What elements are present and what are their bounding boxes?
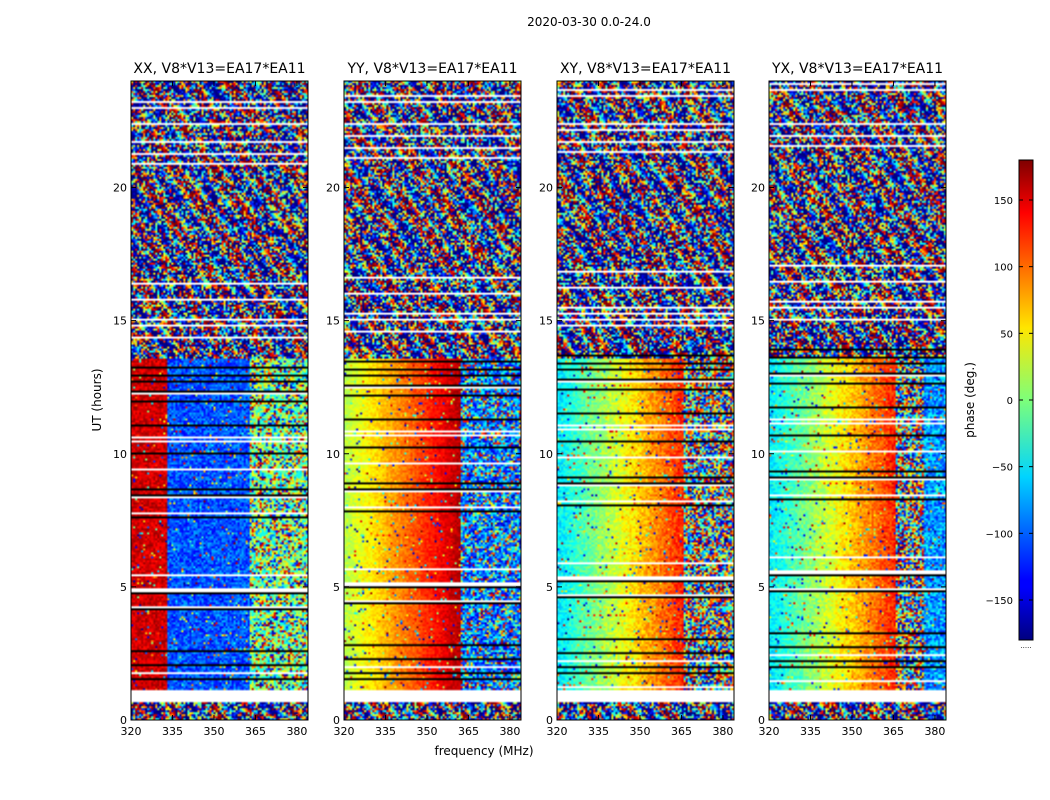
y-tick-label: 10 [751,448,765,461]
figure-suptitle: 2020-03-30 0.0-24.0 [527,15,651,29]
x-tick-label: 335 [800,725,821,738]
heatmap-yy [344,81,521,720]
x-tick-label: 320 [334,725,355,738]
x-tick-label: 335 [588,725,609,738]
y-tick-label: 5 [546,581,553,594]
y-tick-label: 10 [326,448,340,461]
axes-frame [343,80,522,721]
panel-yy: YY, V8*V13=EA17*EA11 320 335 350 365 380 0 5 10 1… [326,61,522,738]
y-tick-label: 20 [751,182,765,195]
colorbar-extra-label: ..... [1020,642,1031,650]
y-tick-label: 0 [120,714,127,727]
y-tick-label: 20 [326,182,340,195]
x-tick-label: 350 [416,725,437,738]
x-tick-label: 320 [759,725,780,738]
x-tick-label: 350 [841,725,862,738]
x-tick-label: 320 [121,725,142,738]
x-tick-label: 320 [547,725,568,738]
heatmap-xx [131,81,308,720]
colorbar-tick-label: 100 [994,263,1013,274]
y-tick-label: 0 [758,714,765,727]
y-tick-label: 5 [758,581,765,594]
x-tick-label: 365 [458,725,479,738]
colorbar-ticks: −150 −100 −50 0 50 100 150 [986,196,1033,607]
panel-xx: XX, V8*V13=EA17*EA11 320 335 350 365 380 0 5 10 1… [113,61,309,738]
y-tick-label: 20 [539,182,553,195]
x-tick-label: 350 [629,725,650,738]
colorbar-tick-label: 50 [1000,329,1013,340]
x-tick-label: 380 [924,725,945,738]
y-tick-label: 0 [546,714,553,727]
y-tick-label: 5 [333,581,340,594]
x-axis-label: frequency (MHz) [434,744,533,758]
y-tick-label: 10 [113,448,127,461]
x-tick-label: 380 [712,725,733,738]
heatmap-xy [557,81,734,720]
axes-frame [130,80,309,721]
panel-title: XX, V8*V13=EA17*EA11 [133,61,305,77]
y-tick-label: 10 [539,448,553,461]
panel-title: XY, V8*V13=EA17*EA11 [560,61,731,77]
colorbar-label: phase (deg.) [963,362,977,438]
x-tick-label: 350 [203,725,224,738]
axes-frame [556,80,735,721]
axes-frame [768,80,947,721]
y-axis-label: UT (hours) [90,368,104,431]
colorbar-tick-label: −100 [986,529,1013,540]
y-tick-label: 15 [326,315,340,328]
y-tick-label: 0 [333,714,340,727]
colorbar: −150 −100 −50 0 50 100 150 phase (deg.) ..... [963,159,1034,650]
x-tick-label: 335 [162,725,183,738]
colorbar-tick-label: 150 [994,196,1013,207]
panel-title: YY, V8*V13=EA17*EA11 [346,61,517,77]
panels: XX, V8*V13=EA17*EA11 320 335 350 365 380 0 5 10 1… [113,61,947,738]
x-tick-label: 380 [286,725,307,738]
y-tick-label: 15 [113,315,127,328]
y-tick-label: 20 [113,182,127,195]
x-tick-label: 365 [671,725,692,738]
panel-xy: XY, V8*V13=EA17*EA11 320 335 350 365 380 0 5 10 1… [539,61,735,738]
x-tick-label: 365 [245,725,266,738]
x-tick-label: 380 [499,725,520,738]
y-tick-label: 15 [751,315,765,328]
x-tick-label: 335 [375,725,396,738]
heatmap-yx [769,81,946,720]
x-tick-label: 365 [883,725,904,738]
panel-title: YX, V8*V13=EA17*EA11 [771,61,943,77]
y-tick-label: 15 [539,315,553,328]
colorbar-tick-label: 0 [1007,396,1013,407]
colorbar-tick-label: −50 [992,463,1013,474]
panel-yx: YX, V8*V13=EA17*EA11 320 335 350 365 380 0 5 10 1… [751,61,947,738]
y-tick-label: 5 [120,581,127,594]
colorbar-tick-label: −150 [986,596,1013,607]
